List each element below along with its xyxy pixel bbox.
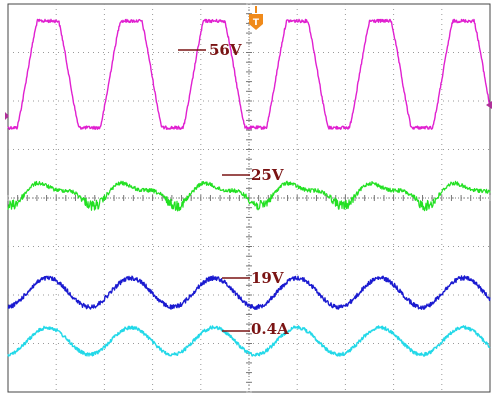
trace-ch4 xyxy=(7,325,491,357)
trigger-marker-letter: T xyxy=(253,18,260,28)
ch3-label: 19V xyxy=(251,269,284,287)
trace-ch3 xyxy=(7,275,491,310)
channel-edge-tick xyxy=(5,112,9,120)
trace-ch1 xyxy=(7,18,491,131)
ch2-label: 25V xyxy=(251,166,284,184)
traces xyxy=(7,18,491,357)
trigger-marker-icon: T xyxy=(249,14,263,30)
left-arrow-icon xyxy=(486,101,492,109)
ch4-label: 0.4A xyxy=(251,320,289,338)
grid xyxy=(7,3,491,393)
ch1-label: 56V xyxy=(209,41,242,59)
trace-ch2 xyxy=(7,180,491,212)
